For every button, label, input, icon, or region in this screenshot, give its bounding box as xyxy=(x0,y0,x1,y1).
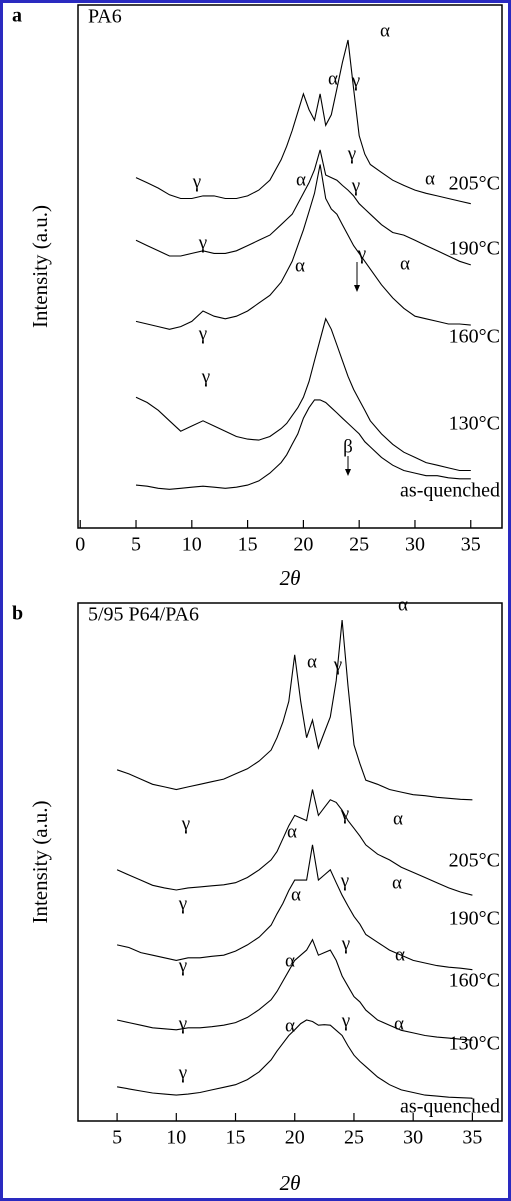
peak-annotation: α xyxy=(287,821,297,842)
peak-annotation: γ xyxy=(178,955,187,976)
curve-label: 160°C xyxy=(449,970,500,992)
curve xyxy=(135,164,471,330)
peak-annotation: γ xyxy=(357,243,366,264)
x-tick-label: 5 xyxy=(112,1127,122,1149)
curve xyxy=(116,844,473,971)
peak-annotation: α xyxy=(394,1013,404,1034)
peak-annotation: γ xyxy=(181,813,190,834)
peak-annotation: γ xyxy=(340,803,349,824)
peak-annotation: α xyxy=(393,808,403,829)
peak-annotation: γ xyxy=(351,175,360,196)
arrow-head xyxy=(345,469,351,476)
curve-label: 190°C xyxy=(449,908,500,930)
y-axis-label: Intensity (a.u.) xyxy=(28,800,52,923)
x-tick-label: 15 xyxy=(226,1127,246,1149)
curve-label: 160°C xyxy=(449,326,500,348)
peak-annotation: α xyxy=(295,255,305,276)
peak-annotation: γ xyxy=(340,870,349,891)
x-tick-label: 35 xyxy=(461,534,481,556)
plot-frame xyxy=(77,4,503,529)
peak-annotation: α xyxy=(400,253,410,274)
x-tick-label: 35 xyxy=(462,1127,482,1149)
x-tick-label: 30 xyxy=(405,534,425,556)
peak-annotation: γ xyxy=(178,1062,187,1083)
peak-annotation: γ xyxy=(351,70,360,91)
x-axis-label: 2θ xyxy=(280,566,301,590)
peak-annotation: γ xyxy=(198,323,207,344)
curve xyxy=(135,149,471,266)
curve xyxy=(135,317,471,472)
peak-annotation: γ xyxy=(201,366,210,387)
curve-label: as-quenched xyxy=(400,480,500,502)
curve xyxy=(117,1019,473,1099)
x-tick-label: 10 xyxy=(166,1127,186,1149)
peak-annotation: γ xyxy=(178,1013,187,1034)
curve-label: as-quenched xyxy=(400,1096,500,1118)
panel-title: 5/95 P64/PA6 xyxy=(88,604,199,626)
y-axis-label: Intensity (a.u.) xyxy=(28,205,52,328)
peak-annotation: α xyxy=(296,169,306,190)
x-tick-label: 10 xyxy=(182,534,202,556)
peak-annotation: α xyxy=(392,872,402,893)
x-tick-label: 20 xyxy=(293,534,313,556)
peak-annotation: α xyxy=(425,168,435,189)
curve-label: 205°C xyxy=(449,173,500,195)
x-tick-label: 20 xyxy=(285,1127,305,1149)
peak-annotation: α xyxy=(285,1015,295,1036)
curve xyxy=(135,399,471,490)
peak-annotation: γ xyxy=(341,933,350,954)
curve xyxy=(116,620,473,801)
peak-annotation: α xyxy=(328,68,338,89)
x-tick-label: 25 xyxy=(344,1127,364,1149)
arrow-head xyxy=(354,285,360,292)
peak-annotation: γ xyxy=(192,171,201,192)
peak-annotation: γ xyxy=(347,143,356,164)
peak-annotation: β xyxy=(343,436,353,457)
peak-annotation: γ xyxy=(333,654,342,675)
x-tick-label: 30 xyxy=(403,1127,423,1149)
x-tick-label: 15 xyxy=(238,534,258,556)
panel-label: b xyxy=(12,603,23,625)
curve-label: 205°C xyxy=(449,850,500,872)
x-tick-label: 0 xyxy=(75,534,85,556)
peak-annotation: α xyxy=(291,884,301,905)
peak-annotation: γ xyxy=(198,232,207,253)
peak-annotation: α xyxy=(380,20,390,41)
peak-annotation: α xyxy=(285,950,295,971)
curve-label: 130°C xyxy=(449,1033,500,1055)
x-tick-label: 5 xyxy=(131,534,141,556)
peak-annotation: γ xyxy=(341,1010,350,1031)
peak-annotation: α xyxy=(395,944,405,965)
panel-label: a xyxy=(12,5,22,27)
peak-annotation: γ xyxy=(178,893,187,914)
peak-annotation: α xyxy=(398,594,408,615)
curve-label: 130°C xyxy=(449,413,500,435)
curve-label: 190°C xyxy=(449,238,500,260)
curve xyxy=(116,938,473,1041)
x-axis-label: 2θ xyxy=(280,1171,301,1195)
curve xyxy=(116,789,473,896)
curve xyxy=(135,39,471,205)
panel-title: PA6 xyxy=(88,6,122,28)
peak-annotation: α xyxy=(307,651,317,672)
plot-frame xyxy=(77,602,503,1122)
x-tick-label: 25 xyxy=(349,534,369,556)
